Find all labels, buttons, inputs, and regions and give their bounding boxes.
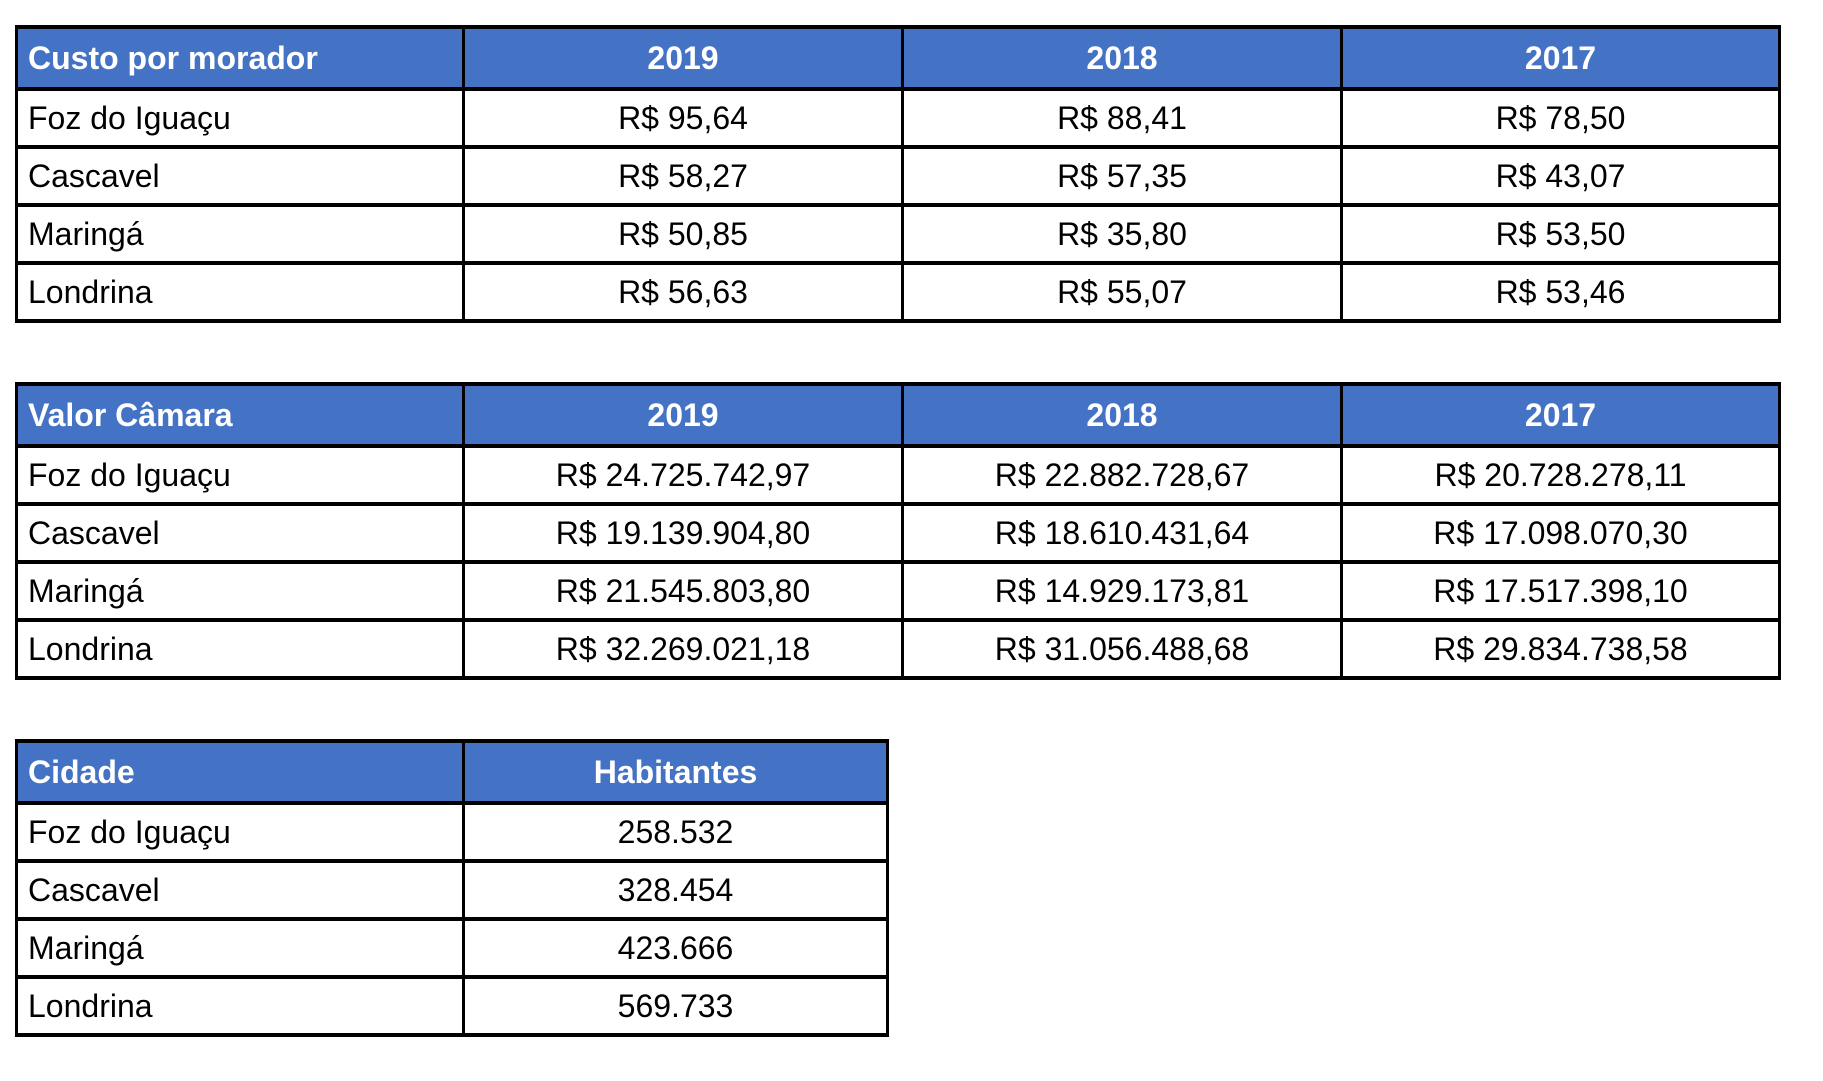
table-row: Cascavel R$ 19.139.904,80 R$ 18.610.431,64… xyxy=(15,502,1781,564)
valor-camara-body: Foz do Iguaçu R$ 24.725.742,97 R$ 22.882.7… xyxy=(15,444,1781,680)
value-cell: R$ 56,63 xyxy=(462,261,904,323)
table-title-cell: Cidade xyxy=(15,739,465,805)
city-cell: Maringá xyxy=(15,203,465,265)
column-header-cell: 2018 xyxy=(901,382,1343,448)
value-cell: R$ 24.725.742,97 xyxy=(462,444,904,506)
column-header-cell: 2017 xyxy=(1340,382,1781,448)
table-row: Foz do Iguaçu R$ 95,64 R$ 88,41 R$ 78,50 xyxy=(15,87,1781,149)
value-cell: 423.666 xyxy=(462,917,889,979)
city-cell: Cascavel xyxy=(15,502,465,564)
custo-por-morador-body: Foz do Iguaçu R$ 95,64 R$ 88,41 R$ 78,50 Cas… xyxy=(15,87,1781,323)
column-header-cell: Habitantes xyxy=(462,739,889,805)
value-cell: R$ 78,50 xyxy=(1340,87,1781,149)
value-cell: R$ 53,46 xyxy=(1340,261,1781,323)
column-header-cell: 2019 xyxy=(462,25,904,91)
value-cell: 328.454 xyxy=(462,859,889,921)
header-row: Custo por morador 2019 2018 2017 xyxy=(15,25,1781,91)
table-row: Maringá R$ 21.545.803,80 R$ 14.929.173,81 R… xyxy=(15,560,1781,622)
column-header-cell: 2018 xyxy=(901,25,1343,91)
table-row: Cascavel R$ 58,27 R$ 57,35 R$ 43,07 xyxy=(15,145,1781,207)
value-cell: 569.733 xyxy=(462,975,889,1037)
city-cell: Londrina xyxy=(15,261,465,323)
city-cell: Cascavel xyxy=(15,145,465,207)
value-cell: R$ 57,35 xyxy=(901,145,1343,207)
habitantes-table: Cidade Habitantes Foz do Iguaçu 258.532 Cas… xyxy=(15,739,889,1037)
habitantes-header: Cidade Habitantes xyxy=(15,739,889,805)
header-row: Valor Câmara 2019 2018 2017 xyxy=(15,382,1781,448)
value-cell: R$ 35,80 xyxy=(901,203,1343,265)
table-row: Londrina R$ 56,63 R$ 55,07 R$ 53,46 xyxy=(15,261,1781,323)
city-cell: Londrina xyxy=(15,618,465,680)
value-cell: R$ 50,85 xyxy=(462,203,904,265)
valor-camara-table: Valor Câmara 2019 2018 2017 Foz do Iguaçu R$… xyxy=(15,382,1781,680)
value-cell: R$ 53,50 xyxy=(1340,203,1781,265)
value-cell: R$ 19.139.904,80 xyxy=(462,502,904,564)
value-cell: R$ 14.929.173,81 xyxy=(901,560,1343,622)
header-row: Cidade Habitantes xyxy=(15,739,889,805)
value-cell: R$ 17.517.398,10 xyxy=(1340,560,1781,622)
city-cell: Maringá xyxy=(15,560,465,622)
table-row: Foz do Iguaçu 258.532 xyxy=(15,801,889,863)
value-cell: R$ 29.834.738,58 xyxy=(1340,618,1781,680)
value-cell: R$ 88,41 xyxy=(901,87,1343,149)
custo-por-morador-table: Custo por morador 2019 2018 2017 Foz do Igu… xyxy=(15,25,1781,323)
table-row: Londrina 569.733 xyxy=(15,975,889,1037)
table-row: Londrina R$ 32.269.021,18 R$ 31.056.488,68… xyxy=(15,618,1781,680)
value-cell: R$ 21.545.803,80 xyxy=(462,560,904,622)
column-header-cell: 2017 xyxy=(1340,25,1781,91)
table-row: Maringá R$ 50,85 R$ 35,80 R$ 53,50 xyxy=(15,203,1781,265)
value-cell: R$ 58,27 xyxy=(462,145,904,207)
city-cell: Foz do Iguaçu xyxy=(15,444,465,506)
city-cell: Maringá xyxy=(15,917,465,979)
city-cell: Cascavel xyxy=(15,859,465,921)
value-cell: R$ 43,07 xyxy=(1340,145,1781,207)
custo-por-morador-header: Custo por morador 2019 2018 2017 xyxy=(15,25,1781,91)
value-cell: 258.532 xyxy=(462,801,889,863)
valor-camara-header: Valor Câmara 2019 2018 2017 xyxy=(15,382,1781,448)
city-cell: Foz do Iguaçu xyxy=(15,87,465,149)
value-cell: R$ 20.728.278,11 xyxy=(1340,444,1781,506)
table-title-cell: Valor Câmara xyxy=(15,382,465,448)
value-cell: R$ 95,64 xyxy=(462,87,904,149)
spreadsheet-page: Custo por morador 2019 2018 2017 Foz do Igu… xyxy=(15,25,1781,1037)
table-title-cell: Custo por morador xyxy=(15,25,465,91)
column-header-cell: 2019 xyxy=(462,382,904,448)
city-cell: Londrina xyxy=(15,975,465,1037)
value-cell: R$ 32.269.021,18 xyxy=(462,618,904,680)
value-cell: R$ 31.056.488,68 xyxy=(901,618,1343,680)
city-cell: Foz do Iguaçu xyxy=(15,801,465,863)
value-cell: R$ 17.098.070,30 xyxy=(1340,502,1781,564)
value-cell: R$ 18.610.431,64 xyxy=(901,502,1343,564)
table-row: Foz do Iguaçu R$ 24.725.742,97 R$ 22.882.7… xyxy=(15,444,1781,506)
value-cell: R$ 22.882.728,67 xyxy=(901,444,1343,506)
table-row: Cascavel 328.454 xyxy=(15,859,889,921)
table-row: Maringá 423.666 xyxy=(15,917,889,979)
value-cell: R$ 55,07 xyxy=(901,261,1343,323)
habitantes-body: Foz do Iguaçu 258.532 Cascavel 328.454 Marin… xyxy=(15,801,889,1037)
